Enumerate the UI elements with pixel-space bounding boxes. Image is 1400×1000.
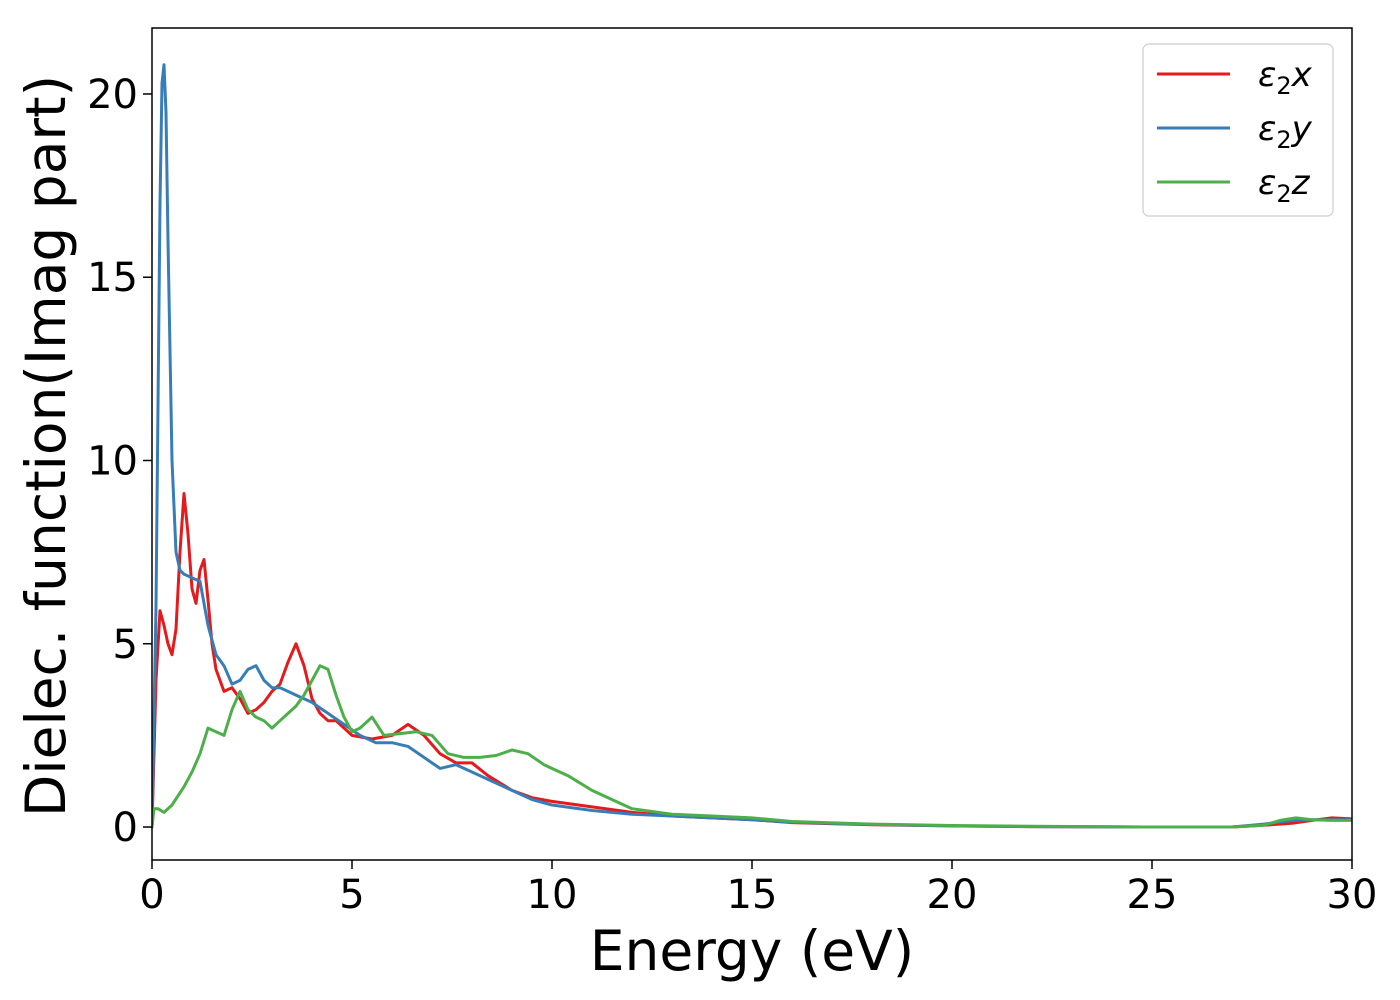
legend-label-z: ε2z — [1258, 163, 1311, 208]
x-tick-label: 10 — [527, 872, 578, 918]
series-line-z — [152, 664, 1352, 829]
x-tick-label: 20 — [927, 872, 978, 918]
legend-box — [1142, 43, 1334, 217]
legend-label-y: ε2y — [1258, 109, 1313, 154]
x-tick-label: 30 — [1327, 872, 1378, 918]
legend: ε2x ε2y ε2z — [1142, 43, 1334, 217]
y-axis-title: Dielec. function(Imag part) — [14, 75, 78, 817]
x-tick-label: 25 — [1127, 872, 1178, 918]
y-axis-ticks: 0 5 10 15 20 — [87, 72, 152, 851]
series-line-x — [152, 492, 1352, 829]
legend-label-x: ε2x — [1258, 55, 1313, 100]
x-tick-label: 15 — [727, 872, 778, 918]
x-axis-title: Energy (eV) — [590, 919, 914, 983]
y-tick-label: 20 — [87, 72, 138, 118]
y-tick-label: 5 — [113, 622, 138, 668]
x-axis-ticks: 0 5 10 15 20 25 30 — [139, 860, 1377, 918]
y-tick-label: 0 — [113, 805, 138, 851]
y-tick-label: 15 — [87, 255, 138, 301]
x-tick-label: 5 — [339, 872, 364, 918]
x-tick-label: 0 — [139, 872, 164, 918]
series-layer — [152, 63, 1352, 829]
y-tick-label: 10 — [87, 438, 138, 484]
